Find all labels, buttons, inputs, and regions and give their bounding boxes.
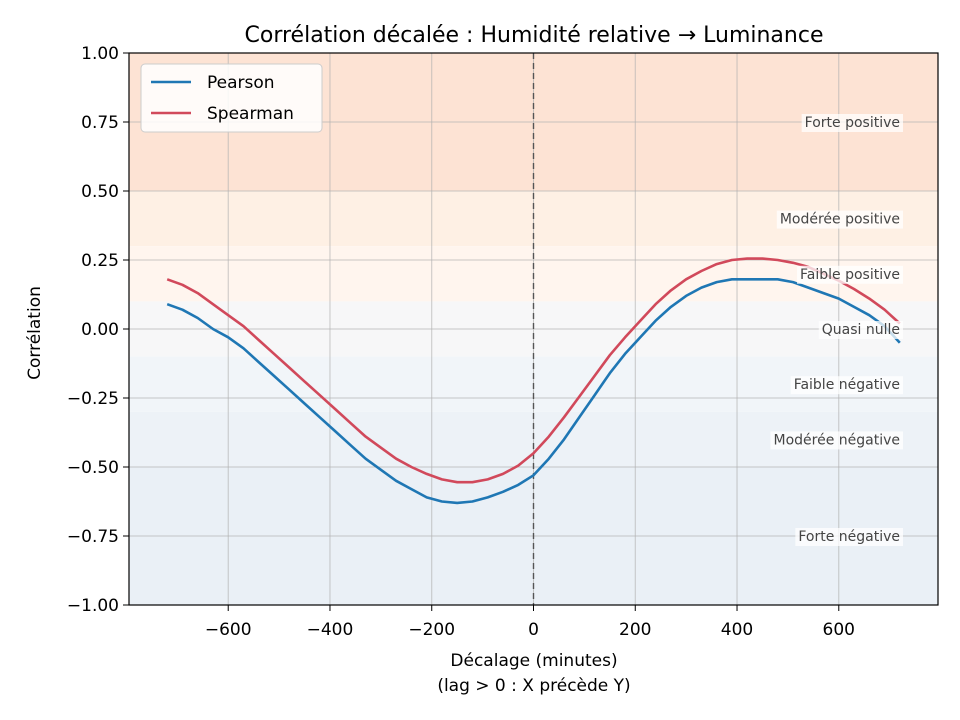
band-label-bg-6 bbox=[795, 528, 903, 546]
band-label-bg-2 bbox=[797, 265, 903, 284]
x-tick-label-6: 600 bbox=[823, 620, 855, 640]
band-label-6: Forte négative bbox=[798, 529, 900, 545]
y-tick-label-5: 0.25 bbox=[81, 251, 119, 271]
x-tick-label-2: −200 bbox=[408, 620, 455, 640]
series-line-pearson bbox=[166, 278, 901, 505]
legend-label-pearson: Pearson bbox=[207, 73, 275, 93]
y-tick-label-3: −0.25 bbox=[67, 389, 119, 409]
band-label-0: Forte positive bbox=[805, 115, 900, 131]
y-tick-label-4: 0.00 bbox=[81, 320, 119, 340]
x-tick-label-4: 200 bbox=[619, 620, 651, 640]
band-label-bg-0 bbox=[801, 114, 903, 132]
y-axis-label: Corrélation bbox=[25, 286, 45, 380]
band-label-bg-1 bbox=[776, 210, 903, 229]
x-tick-label-1: −400 bbox=[307, 620, 354, 640]
series-line-spearman bbox=[166, 257, 901, 484]
series-lines bbox=[166, 257, 901, 505]
x-axis-ticks: −600 −400 −200 0 200 400 600 bbox=[205, 605, 855, 640]
y-tick-label-6: 0.50 bbox=[81, 182, 119, 202]
x-tick-label-5: 400 bbox=[721, 620, 753, 640]
x-axis-label: Décalage (minutes) bbox=[450, 651, 617, 671]
band-label-3: Quasi nulle bbox=[822, 322, 900, 338]
y-axis-ticks: −1.00 −0.75 −0.50 −0.25 0.00 0.25 0.50 0.75 1.00 bbox=[67, 44, 129, 616]
x-axis-sublabel: (lag > 0 : X précède Y) bbox=[437, 676, 630, 696]
x-tick-label-0: −600 bbox=[205, 620, 252, 640]
band-label-bg-4 bbox=[790, 376, 903, 395]
band-label-2: Faible positive bbox=[800, 267, 900, 283]
legend-label-spearman: Spearman bbox=[207, 104, 294, 124]
band-label-bg-3 bbox=[818, 321, 903, 339]
y-tick-label-1: −0.75 bbox=[67, 527, 119, 547]
chart-title: Corrélation décalée : Humidité relative … bbox=[245, 23, 824, 48]
band-label-4: Faible négative bbox=[794, 377, 900, 393]
band-label-5: Modérée négative bbox=[774, 432, 901, 448]
band-label-1: Modérée positive bbox=[780, 212, 900, 228]
y-tick-label-8: 1.00 bbox=[81, 44, 119, 64]
y-tick-label-0: −1.00 bbox=[67, 596, 119, 616]
legend: Pearson Spearman bbox=[140, 63, 323, 133]
band-label-bg-5 bbox=[770, 431, 903, 450]
y-tick-label-7: 0.75 bbox=[81, 113, 119, 133]
y-tick-label-2: −0.50 bbox=[67, 458, 119, 478]
x-tick-label-3: 0 bbox=[528, 620, 539, 640]
band-labels: Forte positive Modérée positive Faible pos… bbox=[770, 114, 903, 546]
